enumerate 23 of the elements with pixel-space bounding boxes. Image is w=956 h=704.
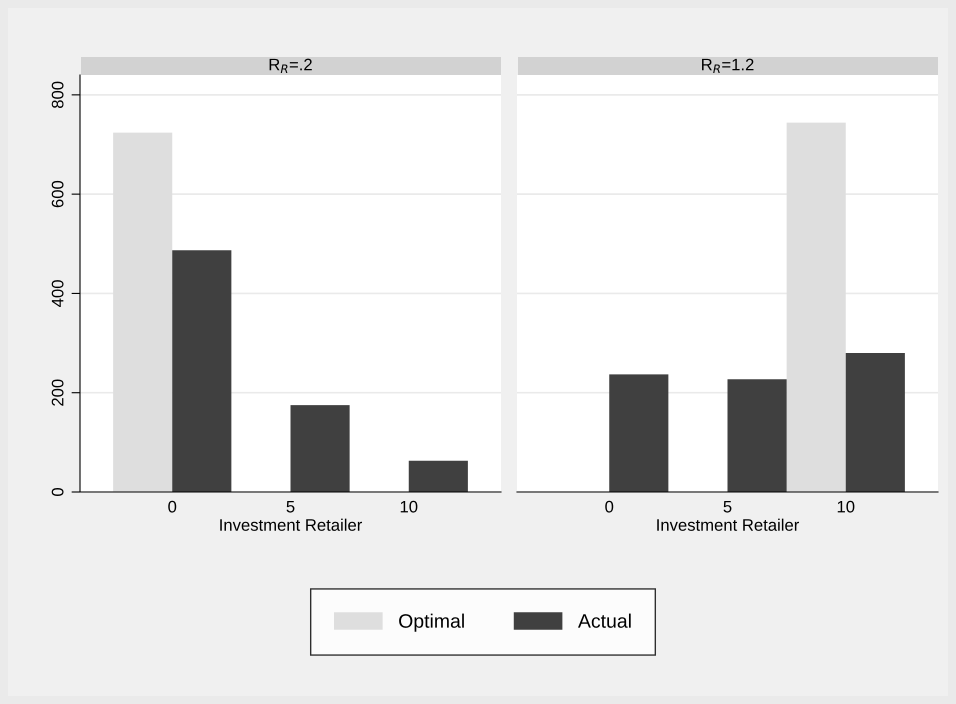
x-tick-label: 0 [168,500,176,513]
bar [609,374,668,492]
chart-title: R$_{R}$=1.2 [702,58,754,74]
bar [408,460,468,492]
x-tick-label: 5 [286,500,294,513]
x-tick-label: 10 [838,500,854,513]
bar [846,353,905,492]
x-tick-label: 0 [605,500,614,513]
legend-label: Actual [578,614,631,628]
bar [172,250,232,492]
y-tick-label: 400 [52,280,64,307]
y-tick-label: 0 [52,488,64,496]
y-tick-label: 800 [52,82,64,108]
x-tick-label: 5 [724,500,732,513]
y-tick-label: 600 [52,180,64,208]
y-tick-label: 200 [52,379,64,406]
bar [290,405,350,492]
x-axis-title: Investment Retailer [657,518,800,531]
legend-label: Optimal [399,614,464,632]
chart-title: R$_{R}$=.2 [270,58,312,74]
x-axis-title: Investment Retailer [220,518,362,531]
x-tick-label: 10 [400,500,418,513]
bar [728,379,787,492]
